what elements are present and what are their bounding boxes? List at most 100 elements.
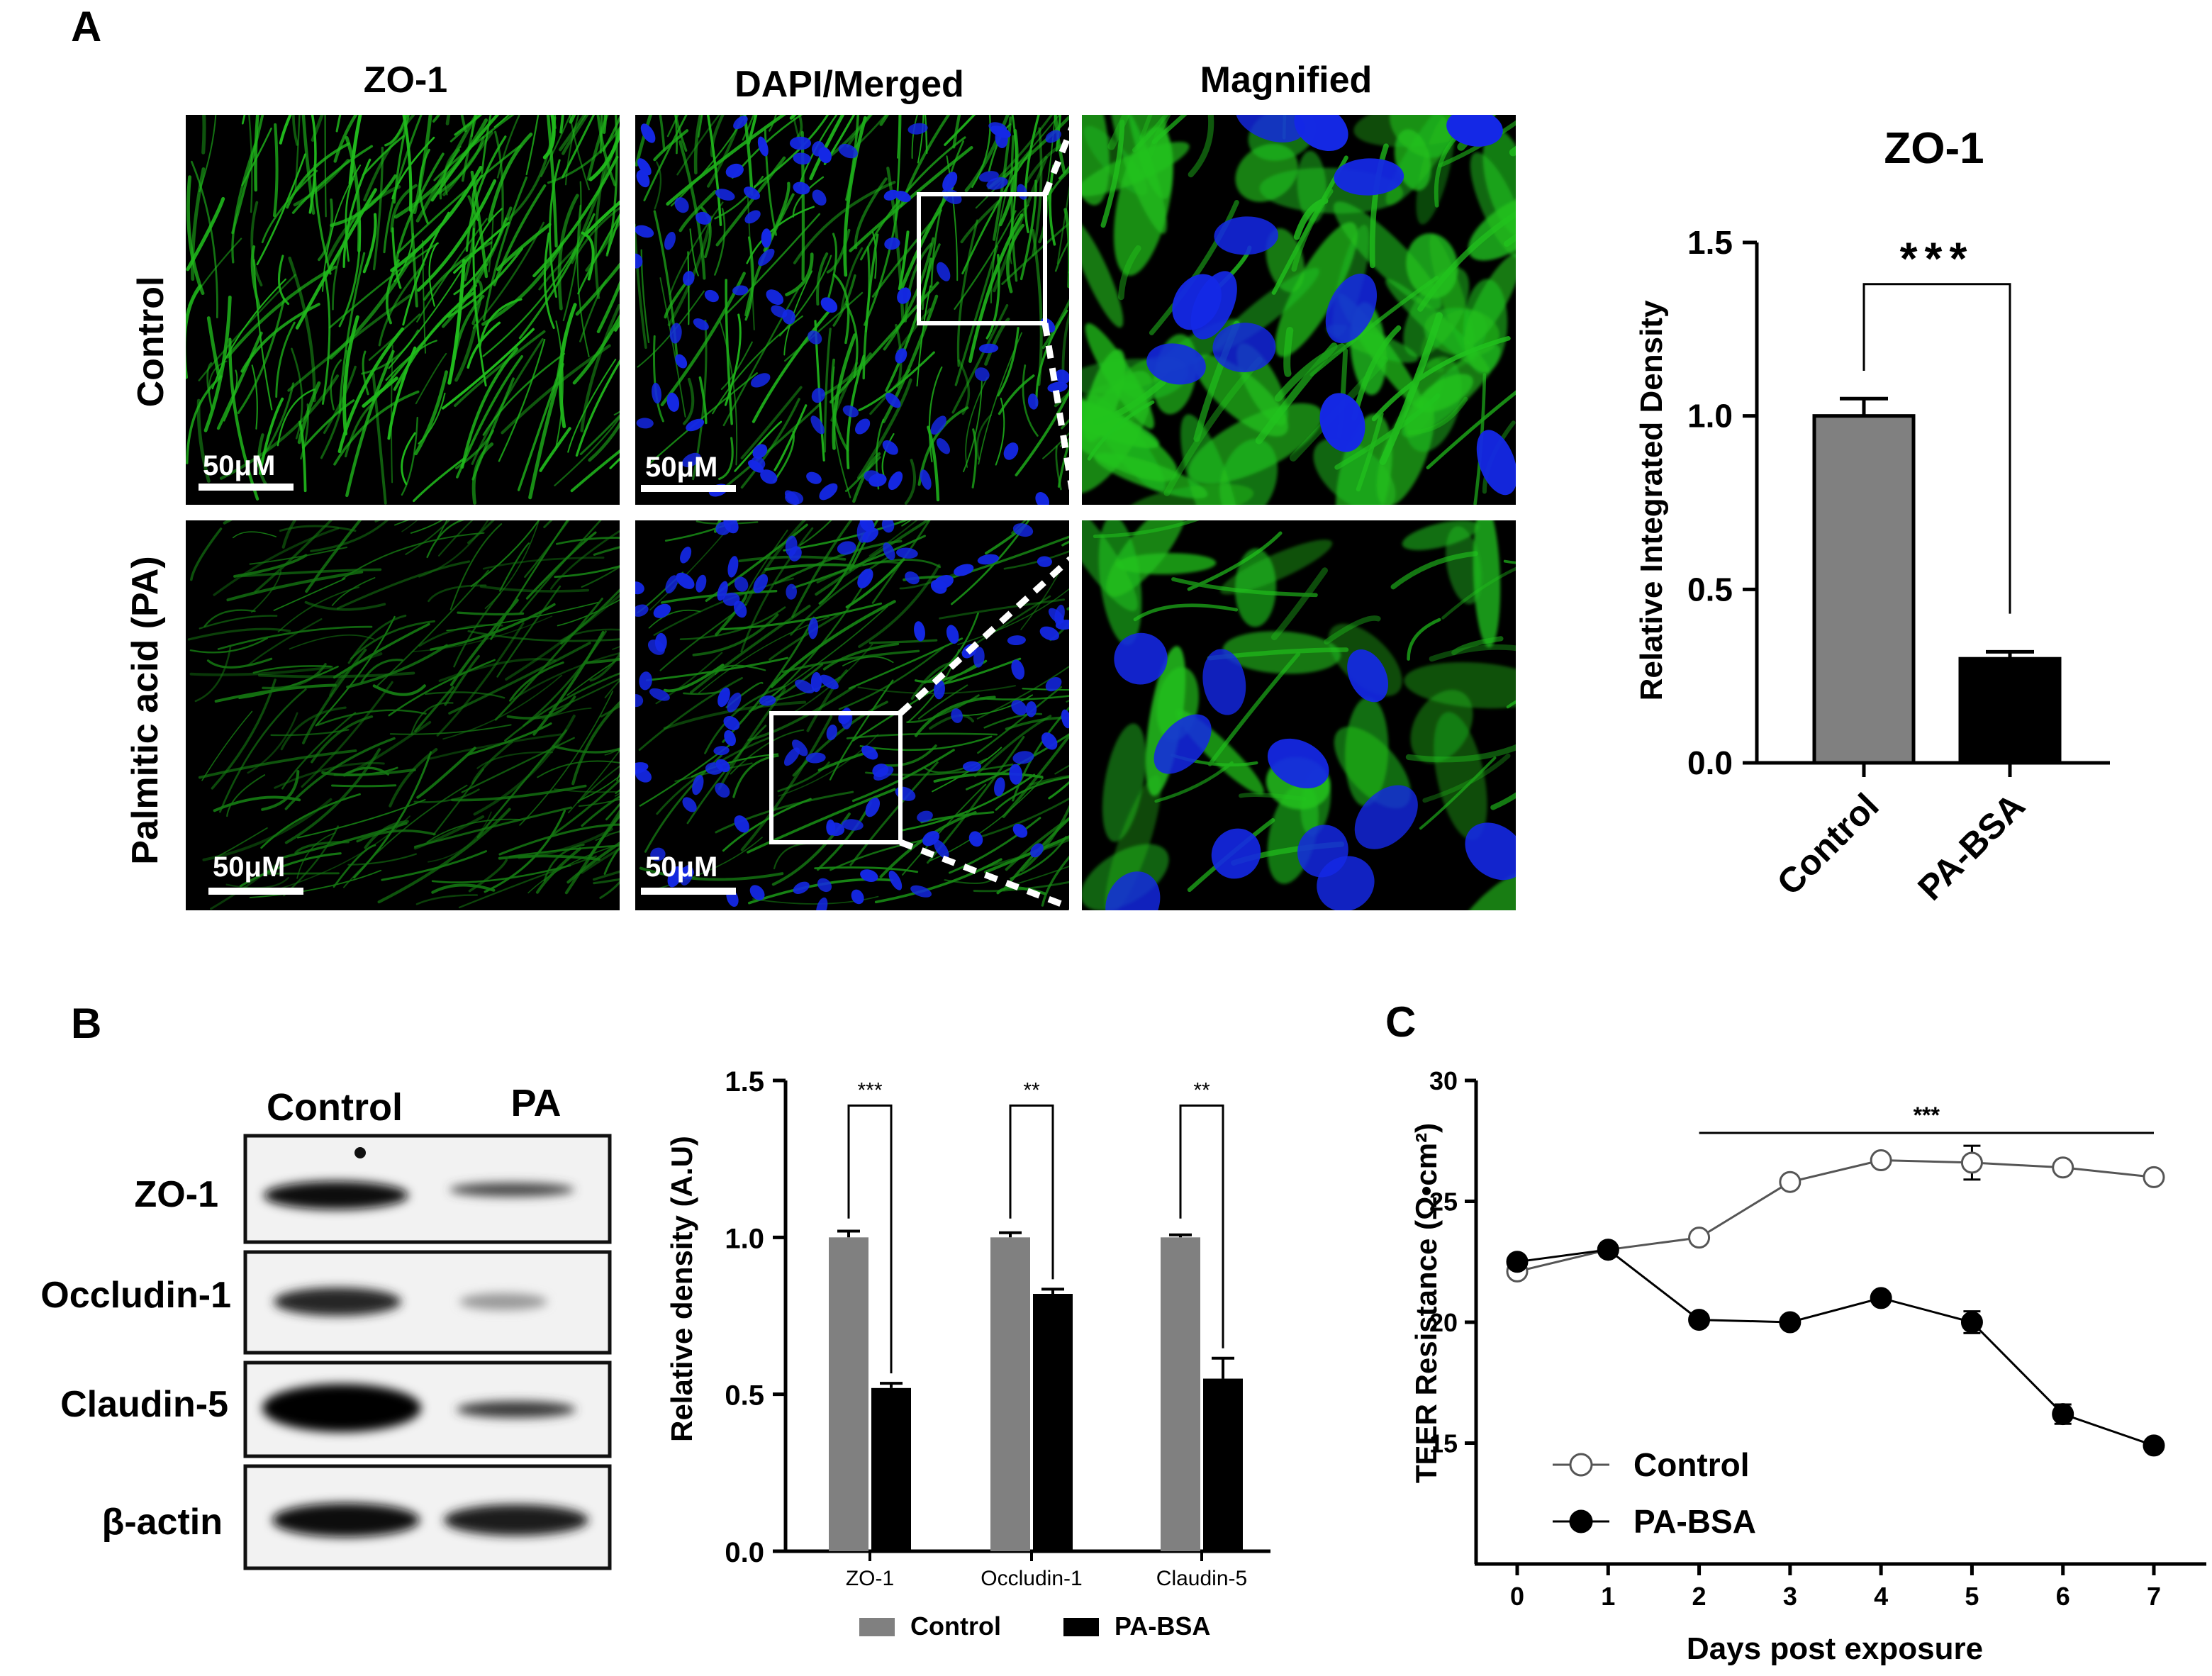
zo1-staining [186, 115, 620, 505]
x-tick-label: 4 [1874, 1582, 1888, 1611]
blot-band [449, 1183, 574, 1197]
column-label-magnified: Magnified [1200, 60, 1373, 101]
panel-letter-b: B [71, 1000, 101, 1047]
blot-band [274, 1287, 401, 1316]
scale-bar [199, 484, 294, 491]
legend-swatch [1063, 1618, 1099, 1636]
dapi-nuclei [635, 520, 1069, 910]
chart-blot-density: Relative density (A.U) 0.0 0.5 1.0 1.5 ZO-1 *… [665, 1066, 1270, 1641]
bar-control [1812, 414, 1916, 765]
blot-row-label: ZO-1 [135, 1174, 218, 1215]
y-axis-label: Relative Integrated Density [1634, 300, 1669, 700]
zoom-connector [898, 556, 1073, 716]
x-tick-label: 1 [1601, 1582, 1615, 1611]
significance-label: *** [1914, 1102, 1940, 1128]
y-tick-label: 1.5 [725, 1066, 764, 1097]
blot-column-label: PA [510, 1082, 561, 1124]
chart-zo1-density: ZO-1 Relative Integrated Density 0.0 0.5 1… [1634, 124, 2110, 908]
point-pa-bsa [1870, 1287, 1892, 1309]
point-pa-bsa [1960, 1311, 1983, 1334]
y-axis-label: TEER Resistance (Ω•cm²) [1409, 1123, 1443, 1483]
bar-pa-bsa-zo-1 [871, 1387, 911, 1551]
x-tick-label: 3 [1783, 1582, 1797, 1611]
point-pa-bsa [2143, 1434, 2165, 1457]
blot-band [264, 1181, 408, 1209]
y-tick-label: 0.5 [725, 1380, 764, 1412]
scale-bar [641, 485, 736, 492]
bar-control-claudin-5 [1161, 1237, 1200, 1551]
legend-label: PA-BSA [1115, 1611, 1210, 1641]
y-tick-label: 0.0 [725, 1537, 764, 1568]
dapi-nuclei [1105, 632, 1516, 910]
legend-label: Control [1633, 1446, 1750, 1483]
column-label-zo1: ZO-1 [364, 60, 447, 101]
y-tick-label: 1.0 [725, 1223, 764, 1254]
micrograph-magnified-control [1082, 115, 1516, 505]
legend-swatch [859, 1618, 895, 1636]
bar-control-zo-1 [829, 1237, 868, 1551]
significance-label: *** [857, 1078, 882, 1102]
bar-pa-bsa [1958, 657, 2062, 765]
bar-pa-bsa-occludin-1 [1033, 1294, 1073, 1551]
row-label-palmitic-acid: Palmitic acid (PA) [125, 556, 166, 864]
zo1-staining [1087, 115, 1516, 505]
y-tick-label: 25 [1429, 1188, 1458, 1217]
legend-label: PA-BSA [1633, 1503, 1756, 1540]
y-tick-label: 1.5 [1687, 224, 1733, 261]
point-control [1870, 1149, 1892, 1172]
x-tick-label: 2 [1692, 1582, 1707, 1611]
bar-pa-bsa-claudin-5 [1203, 1378, 1243, 1551]
blot-band [444, 1504, 588, 1536]
point-pa-bsa [1597, 1239, 1619, 1261]
blot-speck [354, 1147, 366, 1158]
chart-teer: TEER Resistance (Ω•cm²) Days post exposu… [1409, 1066, 2206, 1666]
series-line-pa-bsa [1516, 1248, 2155, 1447]
point-pa-bsa [1506, 1251, 1529, 1273]
x-tick-label: 6 [2056, 1582, 2070, 1611]
zoom-connector [1041, 126, 1076, 196]
scale-bar-label: 50μM [213, 851, 285, 883]
y-tick-label: 15 [1429, 1429, 1458, 1458]
series-line-control [1516, 1158, 2155, 1273]
legend-marker [1569, 1453, 1593, 1477]
scale-bar-label: 50μM [203, 450, 275, 481]
blot-row-label: β-actin [102, 1502, 223, 1543]
blot-row-label: Claudin-5 [60, 1384, 228, 1425]
scale-bar-label: 50μM [645, 851, 717, 883]
dapi-nuclei [1146, 115, 1516, 496]
y-axis-label: Relative density (A.U) [665, 1136, 698, 1442]
dapi-nuclei [635, 116, 1069, 505]
bar-control-occludin-1 [990, 1237, 1030, 1551]
x-tick-label: 5 [1965, 1582, 1979, 1611]
zoom-box-pa [769, 711, 903, 844]
scale-bar-label: 50μM [645, 452, 717, 483]
scale-bar [208, 888, 303, 895]
zo1-staining [636, 520, 1069, 907]
significance-label: ** [1023, 1078, 1040, 1102]
zoom-connector [899, 839, 1072, 911]
western-blot: Control PA ZO-1 Occludin-1 Claudin-5 β-a… [40, 1082, 612, 1570]
point-control [1688, 1227, 1711, 1249]
zoom-box-control [917, 192, 1047, 325]
y-tick-label: 30 [1429, 1066, 1458, 1095]
blot-row-label: Occludin-1 [40, 1275, 231, 1316]
legend-marker [1569, 1509, 1593, 1533]
y-tick-label: 0.0 [1687, 744, 1733, 781]
blot-band [272, 1503, 420, 1537]
x-tick-label: ZO-1 [846, 1567, 894, 1590]
row-label-control: Control [130, 276, 172, 408]
panel-letter-c: C [1385, 998, 1416, 1046]
point-pa-bsa [2052, 1403, 2074, 1426]
point-control [1779, 1171, 1802, 1193]
y-tick-label: 1.0 [1687, 398, 1733, 435]
point-control [2052, 1156, 2074, 1179]
zoom-connector [1041, 323, 1076, 490]
panel-letter-a: A [71, 3, 101, 50]
x-tick-label: 7 [2147, 1582, 2161, 1611]
point-pa-bsa [1779, 1311, 1802, 1334]
point-pa-bsa [1688, 1309, 1711, 1331]
micrograph-merged-control [635, 115, 1069, 505]
x-tick-label: PA-BSA [1910, 786, 2033, 908]
y-tick-label: 0.5 [1687, 571, 1733, 608]
